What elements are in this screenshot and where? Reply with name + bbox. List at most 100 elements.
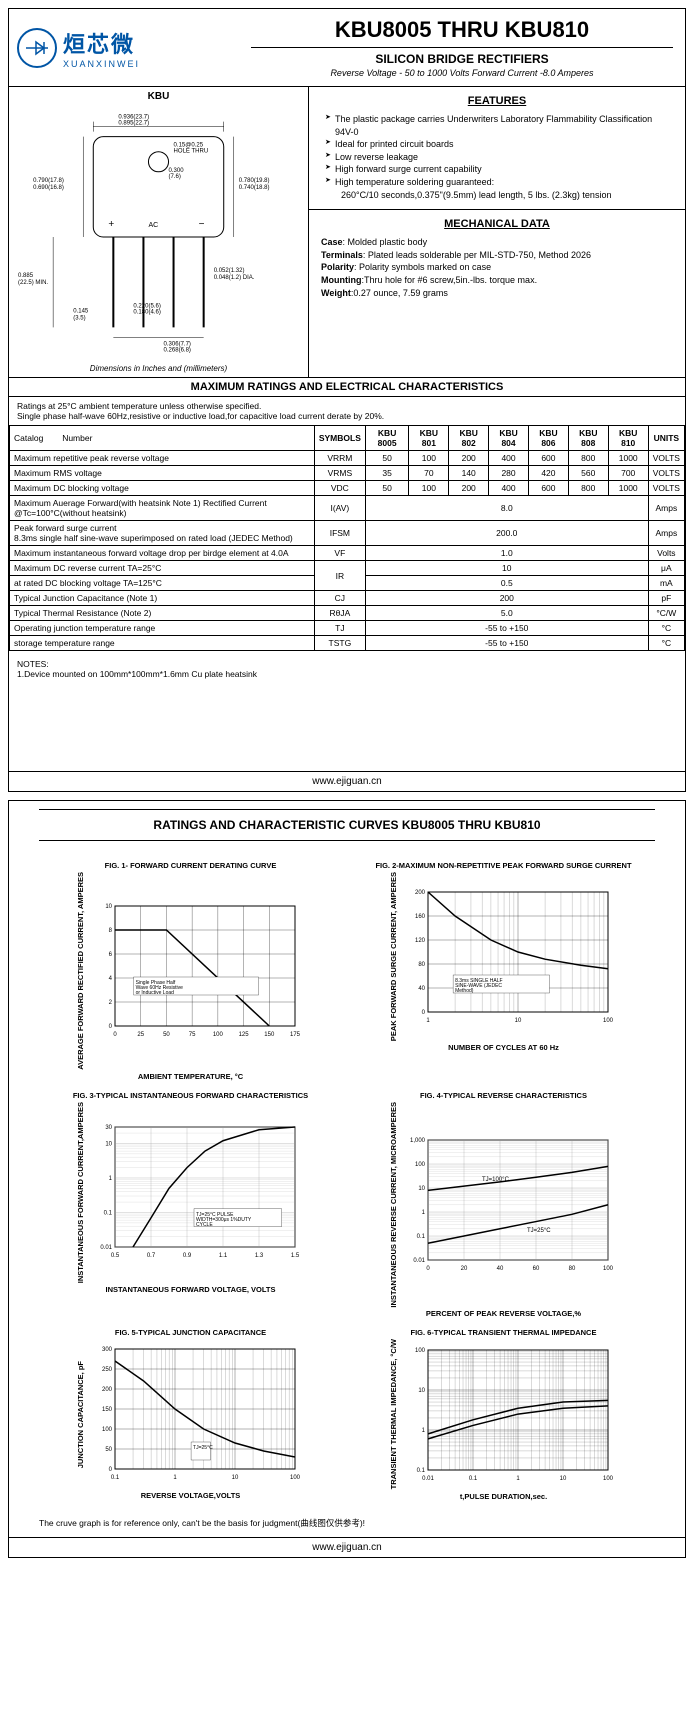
- footer-2: www.ejiguan.cn: [9, 1537, 685, 1557]
- svg-text:1: 1: [422, 1210, 426, 1216]
- svg-text:10: 10: [232, 1475, 239, 1481]
- logo-en: XUANXINWEI: [63, 59, 140, 69]
- param-label: Operating junction temperature range: [10, 621, 315, 636]
- subtitle: SILICON BRIDGE RECTIFIERS: [251, 47, 673, 66]
- param-label: Maximum RMS voltage: [10, 466, 315, 481]
- diagram-label: KBU: [13, 91, 304, 102]
- chart-title: FIG. 5-TYPICAL JUNCTION CAPACITANCE: [115, 1328, 266, 1337]
- chart: FIG. 1- FORWARD CURRENT DERATING CURVEAV…: [39, 861, 342, 1081]
- feature-item: High temperature soldering guaranteed:: [325, 176, 673, 189]
- value-cell: 100: [409, 451, 449, 466]
- value-cell: -55 to +150: [365, 621, 648, 636]
- main-title: KBU8005 THRU KBU810: [251, 17, 673, 43]
- svg-text:10: 10: [105, 904, 112, 910]
- svg-text:0.180(4.6): 0.180(4.6): [133, 309, 160, 315]
- svg-text:10: 10: [560, 1476, 567, 1482]
- chart-ylabel: INSTANTANEOUS REVERSE CURRENT, MICROAMPE…: [389, 1102, 398, 1308]
- svg-text:0: 0: [113, 1032, 117, 1038]
- features-box: FEATURES The plastic package carries Und…: [309, 87, 685, 210]
- table-row: Maximum DC reverse current TA=25°CIR10μA: [10, 561, 685, 576]
- symbol-cell: IR: [314, 561, 365, 591]
- svg-text:100: 100: [415, 1348, 426, 1354]
- svg-text:0: 0: [109, 1467, 113, 1473]
- value-cell: 800: [568, 451, 608, 466]
- svg-text:250: 250: [102, 1367, 113, 1373]
- param-label: at rated DC blocking voltage TA=125°C: [10, 576, 315, 591]
- chart-svg: 110100040801201602008.3ms SINGLE HALF SI…: [398, 882, 618, 1032]
- svg-text:0.790(17.8): 0.790(17.8): [33, 178, 64, 184]
- chart-xlabel: NUMBER OF CYCLES AT 60 Hz: [448, 1043, 559, 1052]
- chart: FIG. 6-TYPICAL TRANSIENT THERMAL IMPEDAN…: [352, 1328, 655, 1500]
- table-header: KBU 806: [528, 426, 568, 451]
- svg-text:10: 10: [418, 1186, 425, 1192]
- value-cell: 5.0: [365, 606, 648, 621]
- chart: FIG. 3-TYPICAL INSTANTANEOUS FORWARD CHA…: [39, 1091, 342, 1319]
- mechanical-box: MECHANICAL DATA Case: Case: Molded plast…: [309, 210, 685, 377]
- feature-item: 260°C/10 seconds,0.375"(9.5mm) lead leng…: [325, 189, 673, 202]
- svg-text:+: +: [108, 219, 114, 230]
- svg-text:0.052(1.32): 0.052(1.32): [214, 268, 245, 274]
- table-row: storage temperature rangeTSTG-55 to +150…: [10, 636, 685, 651]
- param-label: Maximum repetitive peak reverse voltage: [10, 451, 315, 466]
- svg-text:150: 150: [102, 1407, 113, 1413]
- page-1: 烜芯微 XUANXINWEI KBU8005 THRU KBU810 SILIC…: [8, 8, 686, 792]
- footer: www.ejiguan.cn: [9, 771, 685, 791]
- value-cell: 1000: [608, 481, 648, 496]
- unit-cell: VOLTS: [648, 466, 684, 481]
- value-cell: 700: [608, 466, 648, 481]
- svg-text:0.145: 0.145: [73, 308, 89, 314]
- svg-text:100: 100: [213, 1032, 224, 1038]
- value-cell: 400: [489, 451, 529, 466]
- svg-text:0.740(18.8): 0.740(18.8): [239, 185, 270, 191]
- svg-text:25: 25: [137, 1032, 144, 1038]
- table-row: Maximum Auerage Forward(with heatsink No…: [10, 496, 685, 521]
- value-cell: 8.0: [365, 496, 648, 521]
- svg-text:0.690(16.8): 0.690(16.8): [33, 185, 64, 191]
- chart-svg: 0.50.70.91.11.31.50.010.111030TJ=25°C PU…: [85, 1117, 305, 1267]
- svg-text:0.01: 0.01: [422, 1476, 434, 1482]
- chart-xlabel: t,PULSE DURATION,sec.: [460, 1492, 547, 1501]
- symbol-cell: VRRM: [314, 451, 365, 466]
- features-heading: FEATURES: [321, 95, 673, 107]
- page-2: RATINGS AND CHARACTERISTIC CURVES KBU800…: [8, 800, 686, 1558]
- param-label: Maximum Auerage Forward(with heatsink No…: [10, 496, 315, 521]
- param-label: Maximum instantaneous forward voltage dr…: [10, 546, 315, 561]
- dimension-note: Dimensions in Inches and (millimeters): [13, 364, 304, 373]
- chart-xlabel: INSTANTANEOUS FORWARD VOLTAGE, VOLTS: [106, 1285, 276, 1294]
- svg-text:120: 120: [415, 938, 426, 944]
- svg-text:0.01: 0.01: [413, 1258, 425, 1264]
- chart-svg: 0.010.11101000.1110100: [398, 1340, 618, 1490]
- subline: Reverse Voltage - 50 to 1000 Volts Forwa…: [251, 68, 673, 78]
- chart-svg: 0204060801000.010.11101001,000TJ=100°CTJ…: [398, 1130, 618, 1280]
- svg-text:100: 100: [603, 1476, 614, 1482]
- svg-text:0: 0: [422, 1010, 426, 1016]
- value-cell: 800: [568, 481, 608, 496]
- unit-cell: VOLTS: [648, 481, 684, 496]
- svg-text:1.5: 1.5: [291, 1253, 300, 1259]
- disclaimer: The cruve graph is for reference only, c…: [9, 1513, 685, 1537]
- svg-text:0.895(22.7): 0.895(22.7): [118, 121, 149, 127]
- chart-svg: 02550751001251501750246810Single Phase H…: [85, 896, 305, 1046]
- svg-text:10: 10: [418, 1388, 425, 1394]
- svg-text:125: 125: [239, 1032, 250, 1038]
- chart-title: FIG. 2-MAXIMUM NON-REPETITIVE PEAK FORWA…: [375, 861, 631, 870]
- svg-text:10: 10: [515, 1018, 522, 1024]
- value-cell: 50: [365, 451, 409, 466]
- svg-text:0.5: 0.5: [111, 1253, 120, 1259]
- mech-polarity: Polarity: Polarity symbols marked on cas…: [321, 261, 673, 274]
- table-header: Catalog Number: [10, 426, 315, 451]
- value-cell: 400: [489, 481, 529, 496]
- param-label: Maximum DC blocking voltage: [10, 481, 315, 496]
- table-row: Peak forward surge current 8.3ms single …: [10, 521, 685, 546]
- table-header: KBU 802: [449, 426, 489, 451]
- chart-title: FIG. 3-TYPICAL INSTANTANEOUS FORWARD CHA…: [73, 1091, 308, 1100]
- table-header: KBU 808: [568, 426, 608, 451]
- value-cell: 280: [489, 466, 529, 481]
- chart-svg: 0.1110100050100150200250300TJ=25°C: [85, 1339, 305, 1489]
- value-cell: 1000: [608, 451, 648, 466]
- svg-text:1: 1: [426, 1018, 430, 1024]
- value-cell: 0.5: [365, 576, 648, 591]
- table-header: UNITS: [648, 426, 684, 451]
- table-row: Typical Junction Capacitance (Note 1)CJ2…: [10, 591, 685, 606]
- symbol-cell: IFSM: [314, 521, 365, 546]
